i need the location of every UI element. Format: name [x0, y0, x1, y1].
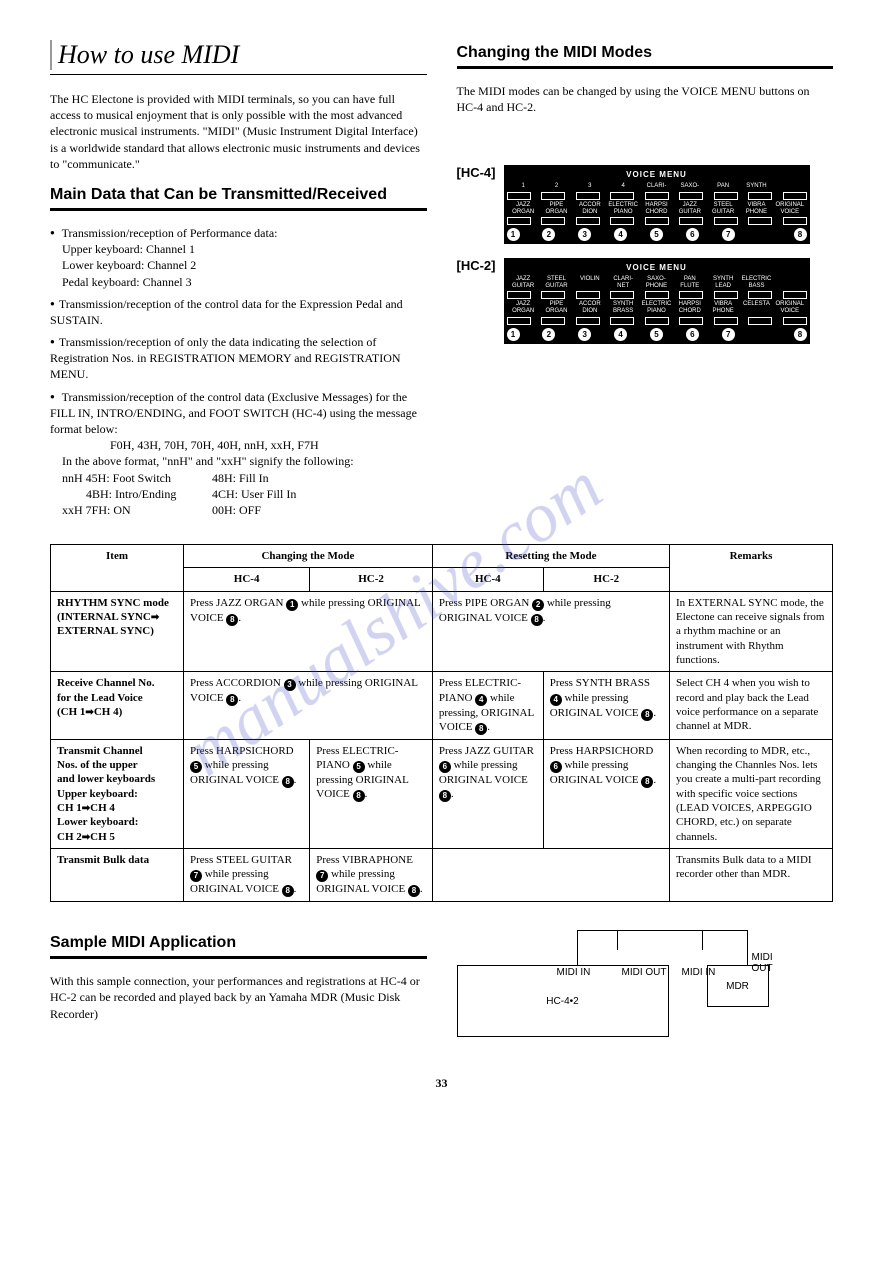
- hc4-panel: [HC-4] VOICE MENU 1 2 3 4 CLARI- SAXO- P…: [457, 165, 834, 244]
- vm-title: VOICE MENU: [507, 263, 807, 272]
- remarks-cell: In EXTERNAL SYNC mode, the Electone can …: [670, 591, 833, 671]
- changing-modes-heading: Changing the MIDI Modes: [457, 44, 834, 62]
- msg-format: F0H, 43H, 70H, 70H, 40H, nnH, xxH, F7H: [50, 437, 427, 453]
- th-reset: Resetting the Mode: [432, 545, 669, 568]
- sig-cell: nnH 45H: Foot Switch: [62, 470, 212, 486]
- title-rule: [50, 74, 427, 75]
- item-cell: Transmit ChannelNos. of the upperand low…: [51, 739, 184, 848]
- table-row: Transmit ChannelNos. of the upperand low…: [51, 739, 833, 848]
- vm-box-row: [507, 192, 807, 200]
- item-cell: Transmit Bulk data: [51, 848, 184, 901]
- midi-in-label: MIDI IN: [682, 967, 716, 978]
- modes-intro: The MIDI modes can be changed by using t…: [457, 83, 834, 115]
- th-hc2: HC-2: [310, 568, 433, 591]
- th-hc4: HC-4: [432, 568, 543, 591]
- reset-hc2-cell: Press SYNTH BRASS 4 while pressing ORIGI…: [543, 672, 669, 740]
- reset-hc4-cell: Press JAZZ GUITAR 6 while pressing ORIGI…: [432, 739, 543, 848]
- midi-diagram: HC-4•2 MDR MIDI IN MIDI OUT MIDI IN MIDI…: [457, 930, 827, 1050]
- bullet-item: Transmission/reception of the control da…: [50, 296, 427, 328]
- sig-row: xxH 7FH: ON 00H: OFF: [62, 502, 427, 518]
- perf-sub-line: Pedal keyboard: Channel 3: [62, 274, 427, 290]
- vm-bot-row: JAZZ ORGAN PIPE ORGAN ACCOR DION ELECTRI…: [507, 202, 807, 215]
- change-hc4-cell: Press STEEL GUITAR 7 while pressing ORIG…: [184, 848, 310, 901]
- change-hc2-cell: Press ELECTRIC-PIANO 5 while pressing OR…: [310, 739, 433, 848]
- sig-cell: 4CH: User Fill In: [212, 486, 296, 502]
- left-column: How to use MIDI The HC Electone is provi…: [50, 40, 427, 524]
- vm-box-row: [507, 217, 807, 225]
- vm-box-row: [507, 291, 807, 299]
- th-change: Changing the Mode: [184, 545, 433, 568]
- perf-sub-line: Lower keyboard: Channel 2: [62, 257, 427, 273]
- table-row: RHYTHM SYNC mode(INTERNAL SYNCEXTERNAL S…: [51, 591, 833, 671]
- heavy-rule: [50, 208, 427, 211]
- sig-cell: 4BH: Intro/Ending: [62, 486, 212, 502]
- sig-cell: 48H: Fill In: [212, 470, 269, 486]
- perf-sub-line: Upper keyboard: Channel 1: [62, 241, 427, 257]
- heavy-rule: [50, 956, 427, 959]
- sample-heading: Sample MIDI Application: [50, 934, 427, 952]
- sig-row: 4BH: Intro/Ending 4CH: User Fill In: [62, 486, 427, 502]
- vm-top-row: JAZZ GUITAR STEEL GUITAR VIOLIN CLARI- N…: [507, 276, 807, 289]
- change-hc4-cell: Press HARPSICHORD 5 while pressing ORIGI…: [184, 739, 310, 848]
- page-title: How to use MIDI: [50, 40, 427, 70]
- midi-out-label: MIDI OUT: [622, 967, 667, 978]
- heavy-rule: [457, 66, 834, 69]
- voice-menu-hc2: VOICE MENU JAZZ GUITAR STEEL GUITAR VIOL…: [504, 258, 810, 343]
- bullet-text: Transmission/reception of the control da…: [50, 390, 417, 436]
- sig-cell: xxH 7FH: ON: [62, 502, 212, 518]
- midi-out-label: MIDIOUT: [752, 952, 773, 974]
- th-item: Item: [51, 545, 184, 592]
- sig-cell: 00H: OFF: [212, 502, 261, 518]
- hc2-panel: [HC-2] VOICE MENU JAZZ GUITAR STEEL GUIT…: [457, 258, 834, 343]
- item-cell: RHYTHM SYNC mode(INTERNAL SYNCEXTERNAL S…: [51, 591, 184, 671]
- hc4-label: [HC-4]: [457, 165, 496, 180]
- bullet-list: Transmission/reception of Performance da…: [50, 225, 427, 518]
- remarks-cell: Transmits Bulk data to a MIDI recorder o…: [670, 848, 833, 901]
- th-hc4: HC-4: [184, 568, 310, 591]
- intro-text: The HC Electone is provided with MIDI te…: [50, 91, 427, 172]
- change-cell: Press JAZZ ORGAN 1 while pressing ORIGIN…: [184, 591, 433, 671]
- vm-num-row: 1 2 3 4 5 6 7 8: [507, 228, 807, 241]
- right-column: Changing the MIDI Modes The MIDI modes c…: [457, 40, 834, 524]
- voice-menu-hc4: VOICE MENU 1 2 3 4 CLARI- SAXO- PAN SYNT…: [504, 165, 810, 244]
- vm-num-row: 1 2 3 4 5 6 7 8: [507, 328, 807, 341]
- bullet-text: Transmission/reception of Performance da…: [62, 226, 278, 240]
- midi-in-label: MIDI IN: [557, 967, 591, 978]
- signify-table: nnH 45H: Foot Switch 48H: Fill In 4BH: I…: [50, 470, 427, 519]
- change-cell: Press ACCORDION 3 while pressing ORIGINA…: [184, 672, 433, 740]
- hc2-label: [HC-2]: [457, 258, 496, 273]
- main-data-heading: Main Data that Can be Transmitted/Receiv…: [50, 186, 427, 204]
- table-row: Transmit Bulk data Press STEEL GUITAR 7 …: [51, 848, 833, 901]
- modes-table: Item Changing the Mode Resetting the Mod…: [50, 544, 833, 902]
- perf-sub: Upper keyboard: Channel 1 Lower keyboard…: [50, 241, 427, 290]
- format-note: In the above format, "nnH" and "xxH" sig…: [50, 453, 427, 469]
- item-cell: Receive Channel No.for the Lead Voice(CH…: [51, 672, 184, 740]
- table-row: Receive Channel No.for the Lead Voice(CH…: [51, 672, 833, 740]
- bullet-item: Transmission/reception of Performance da…: [50, 225, 427, 290]
- sig-row: nnH 45H: Foot Switch 48H: Fill In: [62, 470, 427, 486]
- bullet-item: Transmission/reception of the control da…: [50, 389, 427, 519]
- th-hc2: HC-2: [543, 568, 669, 591]
- reset-cell: [432, 848, 669, 901]
- sample-text: With this sample connection, your perfor…: [50, 973, 427, 1022]
- bullet-item: Transmission/reception of only the data …: [50, 334, 427, 383]
- change-hc2-cell: Press VIBRAPHONE 7 while pressing ORIGIN…: [310, 848, 433, 901]
- th-remarks: Remarks: [670, 545, 833, 592]
- vm-box-row: [507, 317, 807, 325]
- reset-cell: Press PIPE ORGAN 2 while pressing ORIGIN…: [432, 591, 669, 671]
- page-number: 33: [50, 1076, 833, 1091]
- vm-top-row: 1 2 3 4 CLARI- SAXO- PAN SYNTH: [507, 183, 807, 190]
- remarks-cell: When recording to MDR, etc., changing th…: [670, 739, 833, 848]
- sample-text-col: Sample MIDI Application With this sample…: [50, 920, 427, 1050]
- reset-hc4-cell: Press ELECTRIC-PIANO 4 while pressing, O…: [432, 672, 543, 740]
- vm-bot-row: JAZZ ORGAN PIPE ORGAN ACCOR DION SYNTH B…: [507, 301, 807, 314]
- reset-hc2-cell: Press HARPSICHORD 6 while pressing ORIGI…: [543, 739, 669, 848]
- sample-diagram-col: HC-4•2 MDR MIDI IN MIDI OUT MIDI IN MIDI…: [457, 920, 834, 1050]
- vm-title: VOICE MENU: [507, 170, 807, 179]
- remarks-cell: Select CH 4 when you wish to record and …: [670, 672, 833, 740]
